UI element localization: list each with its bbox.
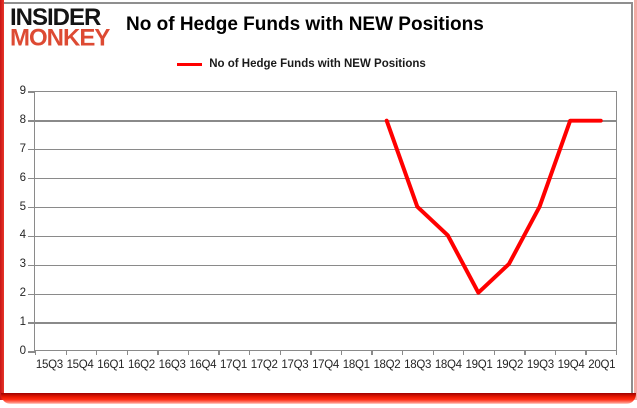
x-tick-5 [187,350,190,355]
x-tick-1 [65,350,67,355]
x-tick-8 [279,350,281,355]
x-axis-label-16Q2: 16Q2 [127,359,155,371]
y-axis-label-5: 5 [19,200,26,213]
card-bottom-red-bar [1,393,636,404]
x-tick-4 [157,350,159,355]
chart-legend: No of Hedge Funds with NEW Positions [0,58,620,70]
legend-line-swatch [177,62,203,66]
x-tick-18 [585,350,587,355]
y-tick-0 [28,351,35,353]
y-axis-label-7: 7 [19,142,26,155]
x-axis-label-18Q3: 18Q3 [404,359,432,371]
x-axis-label-18Q2: 18Q2 [373,359,401,371]
gridline-4 [35,235,616,238]
x-axis-label-17Q4: 17Q4 [312,359,339,371]
y-tick-8 [28,120,35,122]
gridline-5 [35,206,616,209]
x-axis-label-19Q3: 19Q3 [526,359,554,371]
y-axis-label-2: 2 [19,287,26,300]
y-axis-label-8: 8 [19,113,26,126]
y-tick-7 [28,149,35,151]
x-tick-11 [371,350,373,355]
x-axis-label-19Q1: 19Q1 [465,359,493,371]
x-axis-label-19Q2: 19Q2 [496,359,524,371]
x-axis-label-16Q4: 16Q4 [189,359,217,371]
x-tick-16 [524,350,526,355]
y-tick-3 [28,264,35,266]
y-tick-2 [28,293,35,295]
x-axis-label-16Q1: 16Q1 [97,359,125,371]
line-series [384,118,603,295]
x-tick-3 [126,350,129,355]
gridline-1 [35,322,616,324]
x-tick-9 [310,350,312,355]
insider-monkey-logo: INSIDER MONKEY [10,3,110,52]
y-axis-label-3: 3 [19,258,26,271]
x-axis-label-15Q3: 15Q3 [35,359,63,371]
gridline-3 [35,264,616,266]
line-series-svg [384,118,603,295]
y-tick-4 [28,235,35,238]
logo-line-monkey: MONKEY [10,23,110,52]
chart-title: No of Hedge Funds with NEW Positions [126,14,484,35]
y-tick-6 [28,178,35,180]
y-axis-label-6: 6 [19,171,26,184]
x-tick-0 [35,350,37,355]
x-axis-label-19Q4: 19Q4 [557,359,585,371]
y-axis-label-1: 1 [19,316,26,329]
x-axis-label-16Q3: 16Q3 [158,359,186,371]
y-tick-5 [28,206,35,209]
x-tick-13 [432,350,434,355]
y-axis-label-4: 4 [19,229,26,242]
x-axis-label-17Q1: 17Q1 [220,359,247,371]
x-axis-label-15Q4: 15Q4 [66,359,94,371]
x-tick-7 [249,350,251,355]
logo-line-insider: INSIDER [10,3,101,32]
y-axis-label-9: 9 [19,85,26,97]
x-tick-15 [493,350,495,355]
y-axis-label-0: 0 [19,345,26,357]
x-tick-10 [340,350,343,355]
x-axis-label-18Q4: 18Q4 [434,359,462,371]
x-tick-2 [96,350,98,355]
x-axis-label-17Q2: 17Q2 [250,359,278,371]
y-tick-1 [28,322,35,324]
x-tick-12 [401,350,404,355]
gridline-6 [35,178,616,180]
card-right-pink-border [634,0,637,400]
chart-plot-area [28,91,618,355]
x-tick-14 [463,350,465,355]
gridline-8 [35,120,616,122]
x-tick-19 [616,350,618,355]
x-tick-6 [218,350,220,355]
y-tick-9 [28,91,35,93]
x-axis-label-18Q1: 18Q1 [342,359,370,371]
card-left-red-border [0,0,4,400]
legend-label: No of Hedge Funds with NEW Positions [209,58,426,70]
gridline-2 [35,293,616,295]
x-tick-17 [554,350,557,355]
x-axis-label-17Q3: 17Q3 [281,359,309,371]
x-axis-label-20Q1: 20Q1 [588,359,616,371]
x-axis-labels: 15Q3 15Q4 16Q1 16Q2 16Q3 16Q4 17Q1 17Q2 17Q3 17Q4… [34,359,617,371]
gridline-7 [35,149,616,151]
